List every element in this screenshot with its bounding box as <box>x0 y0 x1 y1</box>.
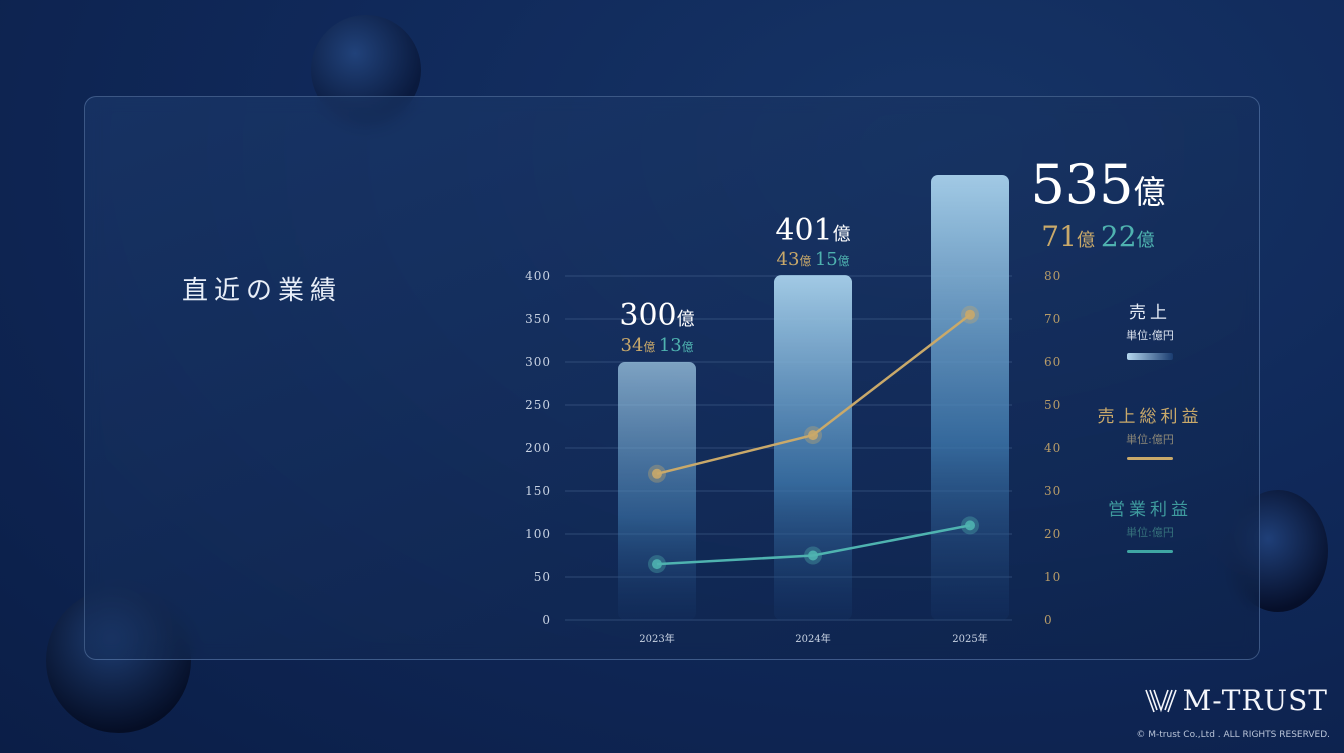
legend-label: 営業利益 <box>1108 500 1192 520</box>
company-logo: M-TRUST <box>1144 684 1328 717</box>
legend-gross-profit: 売上総利益 単位:億円 <box>1090 402 1210 460</box>
left-axis-tick: 350 <box>525 312 551 326</box>
data-point <box>652 468 662 479</box>
page-title: 直近の業績 <box>182 276 343 306</box>
data-point <box>652 559 662 570</box>
data-point <box>808 550 818 561</box>
legend-label: 売上総利益 <box>1097 407 1203 427</box>
right-axis-tick: 50 <box>1044 398 1061 412</box>
x-axis-tick: 2025年 <box>952 632 987 645</box>
right-axis-tick: 20 <box>1044 527 1061 541</box>
legend-sales: 売上 単位:億円 <box>1090 298 1210 360</box>
left-axis-tick: 100 <box>525 527 551 541</box>
data-point <box>808 430 818 441</box>
logo-mark-icon <box>1144 689 1177 712</box>
sales-value-label: 401億 <box>775 213 850 248</box>
right-axis-tick: 80 <box>1044 269 1061 283</box>
x-axis-tick: 2024年 <box>795 632 830 645</box>
left-axis-tick: 150 <box>525 484 551 498</box>
profit-value-labels: 43億 15億 <box>777 249 850 270</box>
bar-sales <box>618 362 696 620</box>
bar-sales <box>774 275 852 620</box>
profit-value-labels: 71億 22億 <box>1041 220 1154 253</box>
legend-swatch <box>1127 353 1173 360</box>
left-axis-tick: 200 <box>525 441 551 455</box>
right-axis-tick: 70 <box>1044 312 1061 326</box>
legend-swatch <box>1127 457 1173 460</box>
logo-text: M-TRUST <box>1182 684 1328 717</box>
legend-operating-profit: 営業利益 単位:億円 <box>1090 495 1210 553</box>
legend-unit: 単位:億円 <box>1126 433 1174 446</box>
sales-value-label: 300億 <box>619 298 694 333</box>
sales-value-label: 535億 <box>1030 153 1165 216</box>
legend-unit: 単位:億円 <box>1126 526 1174 539</box>
legend-swatch <box>1127 550 1173 553</box>
bar-sales <box>931 175 1009 620</box>
left-axis-tick: 400 <box>525 269 551 283</box>
right-axis-tick: 30 <box>1044 484 1061 498</box>
x-axis-tick: 2023年 <box>639 632 674 645</box>
left-axis-tick: 300 <box>525 355 551 369</box>
data-point <box>965 520 975 531</box>
data-point <box>965 309 975 320</box>
left-axis-tick: 50 <box>534 570 551 584</box>
left-axis-tick: 0 <box>542 613 551 627</box>
right-axis-tick: 0 <box>1044 613 1053 627</box>
right-axis-tick: 60 <box>1044 355 1061 369</box>
legend-label: 売上 <box>1129 303 1171 323</box>
profit-value-labels: 34億 13億 <box>621 335 694 356</box>
copyright: © M-trust Co.,Ltd . ALL RIGHTS RESERVED. <box>1136 730 1330 740</box>
left-axis-tick: 250 <box>525 398 551 412</box>
legend-unit: 単位:億円 <box>1126 329 1174 342</box>
right-axis-tick: 40 <box>1044 441 1061 455</box>
right-axis-tick: 10 <box>1044 570 1061 584</box>
